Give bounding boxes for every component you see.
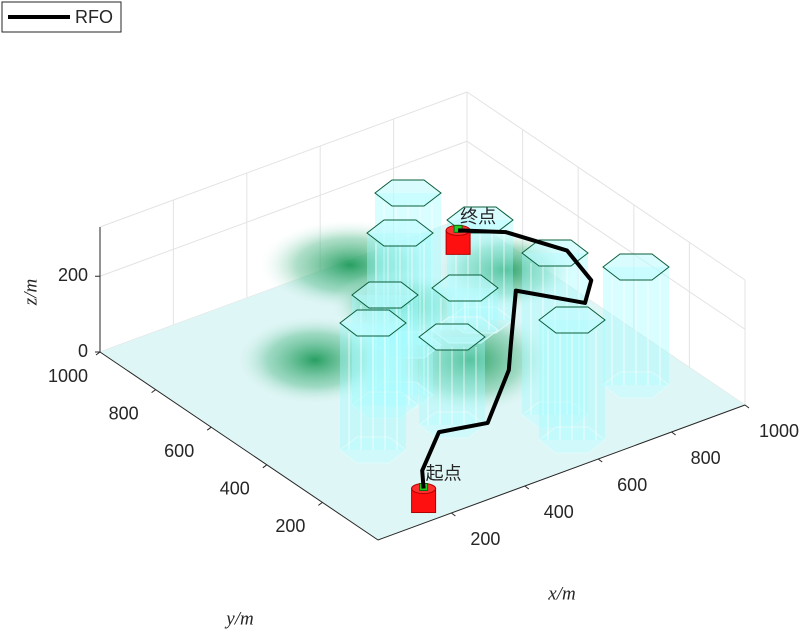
x-tick-label: 800: [691, 448, 721, 468]
box-edge: [466, 91, 746, 281]
end-label: 终点: [460, 207, 496, 227]
x-tick-label: 1000: [759, 421, 799, 441]
path-line: [420, 228, 594, 489]
obstacles: [339, 179, 670, 464]
obstacle-top: [339, 309, 407, 337]
x-tick: [524, 485, 530, 490]
y-tick-label: 1000: [48, 366, 88, 386]
obstacle-top: [521, 239, 589, 267]
obstacle-top: [538, 306, 606, 334]
hill: [235, 315, 395, 405]
x-tick: [451, 512, 456, 517]
y-tick: [206, 426, 212, 431]
obstacle-top: [431, 274, 499, 302]
y-tick-label: 200: [275, 516, 305, 536]
obstacle-top: [602, 253, 670, 281]
axis-line: [99, 351, 379, 541]
y-tick-label: 400: [220, 479, 250, 499]
x-tick-label: 200: [470, 529, 500, 549]
x-tick: [744, 404, 750, 409]
x-tick-label: 600: [617, 475, 647, 495]
obstacle: [339, 309, 407, 464]
obstacle-top: [351, 281, 419, 309]
obstacle: [602, 253, 670, 399]
start-label: 起点: [426, 463, 462, 483]
obstacle: [521, 239, 589, 429]
y-tick: [318, 501, 323, 506]
z-tick-label: 200: [58, 265, 88, 285]
obstacle-top: [366, 219, 434, 247]
end-marker: [445, 224, 471, 255]
y-tick-label: 800: [109, 403, 139, 423]
x-tick: [597, 458, 603, 463]
y-tick: [151, 389, 156, 394]
x-axis-label: x/m: [547, 583, 575, 604]
obstacle-top: [374, 179, 442, 207]
x-tick-label: 400: [544, 502, 574, 522]
obstacle: [538, 306, 606, 454]
plot: 200 400 600 800 1000 200 400 600 800 1000 0 200 起点 终点: [48, 207, 799, 549]
x-tick: [671, 431, 676, 436]
y-tick-label: 600: [164, 441, 194, 461]
obstacle-top: [418, 323, 486, 351]
axes-back: [99, 91, 746, 406]
legend-label: RFO: [75, 7, 113, 27]
obstacle: [374, 179, 442, 359]
z-axis-label: z/m: [20, 279, 41, 306]
obstacle: [418, 323, 486, 439]
y-axis-label: y/m: [224, 608, 253, 629]
legend: RFO: [1, 1, 122, 33]
axis-line: [377, 404, 746, 541]
y-tick: [262, 464, 268, 469]
z-tick-label: 0: [78, 341, 88, 361]
box-edge: [99, 91, 468, 228]
